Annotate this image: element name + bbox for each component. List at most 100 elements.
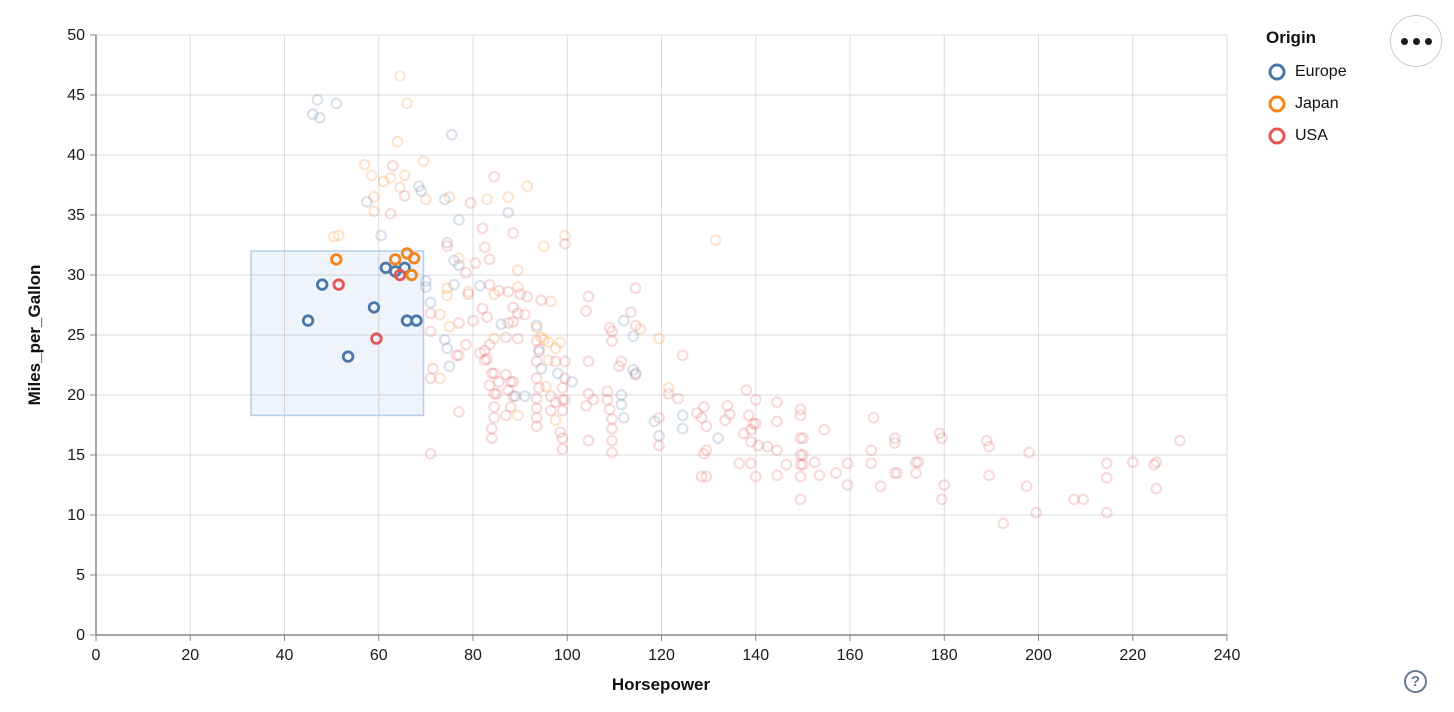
y-tick-label: 30 xyxy=(67,267,85,284)
data-point-usa xyxy=(662,387,675,400)
data-point-usa xyxy=(1030,506,1042,519)
data-point-usa xyxy=(1126,456,1139,469)
data-point-japan xyxy=(443,191,456,203)
data-point-usa xyxy=(398,189,411,202)
legend-item-europe: Europe xyxy=(1266,56,1347,88)
data-point-usa xyxy=(867,411,880,424)
data-point-japan xyxy=(542,354,555,367)
data-point-usa xyxy=(695,411,708,424)
data-point-usa xyxy=(554,426,567,439)
data-point-usa xyxy=(1150,456,1163,469)
data-point-usa xyxy=(500,409,512,422)
x-tick-label: 120 xyxy=(648,647,675,664)
data-point-japan xyxy=(554,336,567,349)
data-point-usa xyxy=(483,253,496,266)
data-point-usa xyxy=(625,306,637,319)
x-tick-label: 200 xyxy=(1025,647,1052,664)
data-point-europe xyxy=(448,278,460,291)
data-point-japan xyxy=(709,234,722,247)
data-point-usa xyxy=(559,237,571,250)
data-point-usa xyxy=(936,432,948,445)
data-point-japan xyxy=(441,289,453,302)
data-point-japan xyxy=(481,193,493,206)
x-tick-label: 80 xyxy=(464,647,482,664)
x-tick-label: 140 xyxy=(742,647,769,664)
data-point-europe xyxy=(441,342,453,355)
data-point-usa xyxy=(797,432,809,445)
data-point-japan xyxy=(417,155,430,167)
data-point-usa xyxy=(544,404,557,417)
data-point-usa xyxy=(502,317,515,329)
data-point-usa xyxy=(500,368,512,381)
data-point-europe xyxy=(535,362,548,375)
data-point-usa xyxy=(507,375,519,388)
data-point-usa xyxy=(518,308,531,321)
help-button[interactable]: ? xyxy=(1404,670,1427,693)
data-point-usa xyxy=(504,401,517,413)
y-tick-label: 50 xyxy=(67,27,85,44)
data-point-usa xyxy=(983,469,995,482)
data-point-europe xyxy=(438,193,451,206)
y-tick-label: 0 xyxy=(76,627,85,644)
data-point-japan xyxy=(434,308,446,321)
data-point-usa xyxy=(797,458,809,471)
y-tick-label: 20 xyxy=(67,387,85,404)
data-point-usa xyxy=(749,417,762,430)
data-point-usa xyxy=(559,372,571,385)
y-axis-title: Miles_per_Gallon xyxy=(25,265,44,406)
data-point-usa xyxy=(453,405,465,418)
data-point-usa xyxy=(493,375,505,388)
data-point-usa xyxy=(502,384,515,397)
data-point-europe xyxy=(453,259,465,272)
legend-symbol-icon xyxy=(1268,127,1286,145)
data-point-usa xyxy=(910,467,922,479)
legend-item-usa: USA xyxy=(1266,120,1347,152)
data-point-usa xyxy=(936,493,948,506)
data-point-usa xyxy=(544,390,557,403)
data-point-usa xyxy=(478,344,491,357)
more-options-button[interactable] xyxy=(1390,15,1442,67)
data-point-europe xyxy=(410,314,423,327)
data-point-japan xyxy=(328,230,340,243)
data-point-usa xyxy=(841,479,854,491)
data-point-usa xyxy=(910,456,922,469)
data-point-usa xyxy=(453,317,465,329)
data-point-usa xyxy=(514,288,526,301)
data-point-europe xyxy=(509,390,522,403)
data-point-usa xyxy=(629,319,642,332)
data-point-usa xyxy=(427,362,439,375)
data-point-usa xyxy=(483,338,496,351)
point-layer xyxy=(301,69,1186,530)
legend-item-japan: Japan xyxy=(1266,88,1347,120)
data-point-europe xyxy=(518,390,531,403)
data-point-usa xyxy=(370,332,383,345)
data-point-europe xyxy=(453,213,465,226)
x-tick-label: 100 xyxy=(554,647,581,664)
data-point-europe xyxy=(551,367,564,380)
data-point-europe xyxy=(676,422,689,435)
data-point-usa xyxy=(983,440,995,453)
data-point-japan xyxy=(488,288,501,301)
data-point-usa xyxy=(653,411,665,424)
data-point-usa xyxy=(450,349,463,362)
data-point-usa xyxy=(556,381,569,394)
data-point-europe xyxy=(330,97,343,110)
data-point-usa xyxy=(511,332,524,345)
data-point-usa xyxy=(865,457,878,470)
data-point-usa xyxy=(530,392,543,405)
data-point-usa xyxy=(601,393,614,406)
data-point-usa xyxy=(794,432,807,445)
data-point-usa xyxy=(606,434,618,447)
data-point-japan xyxy=(549,414,562,427)
brush-selection[interactable] xyxy=(250,250,425,417)
data-point-usa xyxy=(441,240,453,253)
data-point-europe xyxy=(530,319,543,332)
data-point-usa xyxy=(474,347,486,359)
data-point-usa xyxy=(938,479,951,491)
grid-layer xyxy=(96,34,1228,635)
data-point-usa xyxy=(580,305,592,317)
data-point-usa xyxy=(933,427,946,440)
data-point-usa xyxy=(478,241,491,254)
data-point-usa xyxy=(424,325,437,338)
